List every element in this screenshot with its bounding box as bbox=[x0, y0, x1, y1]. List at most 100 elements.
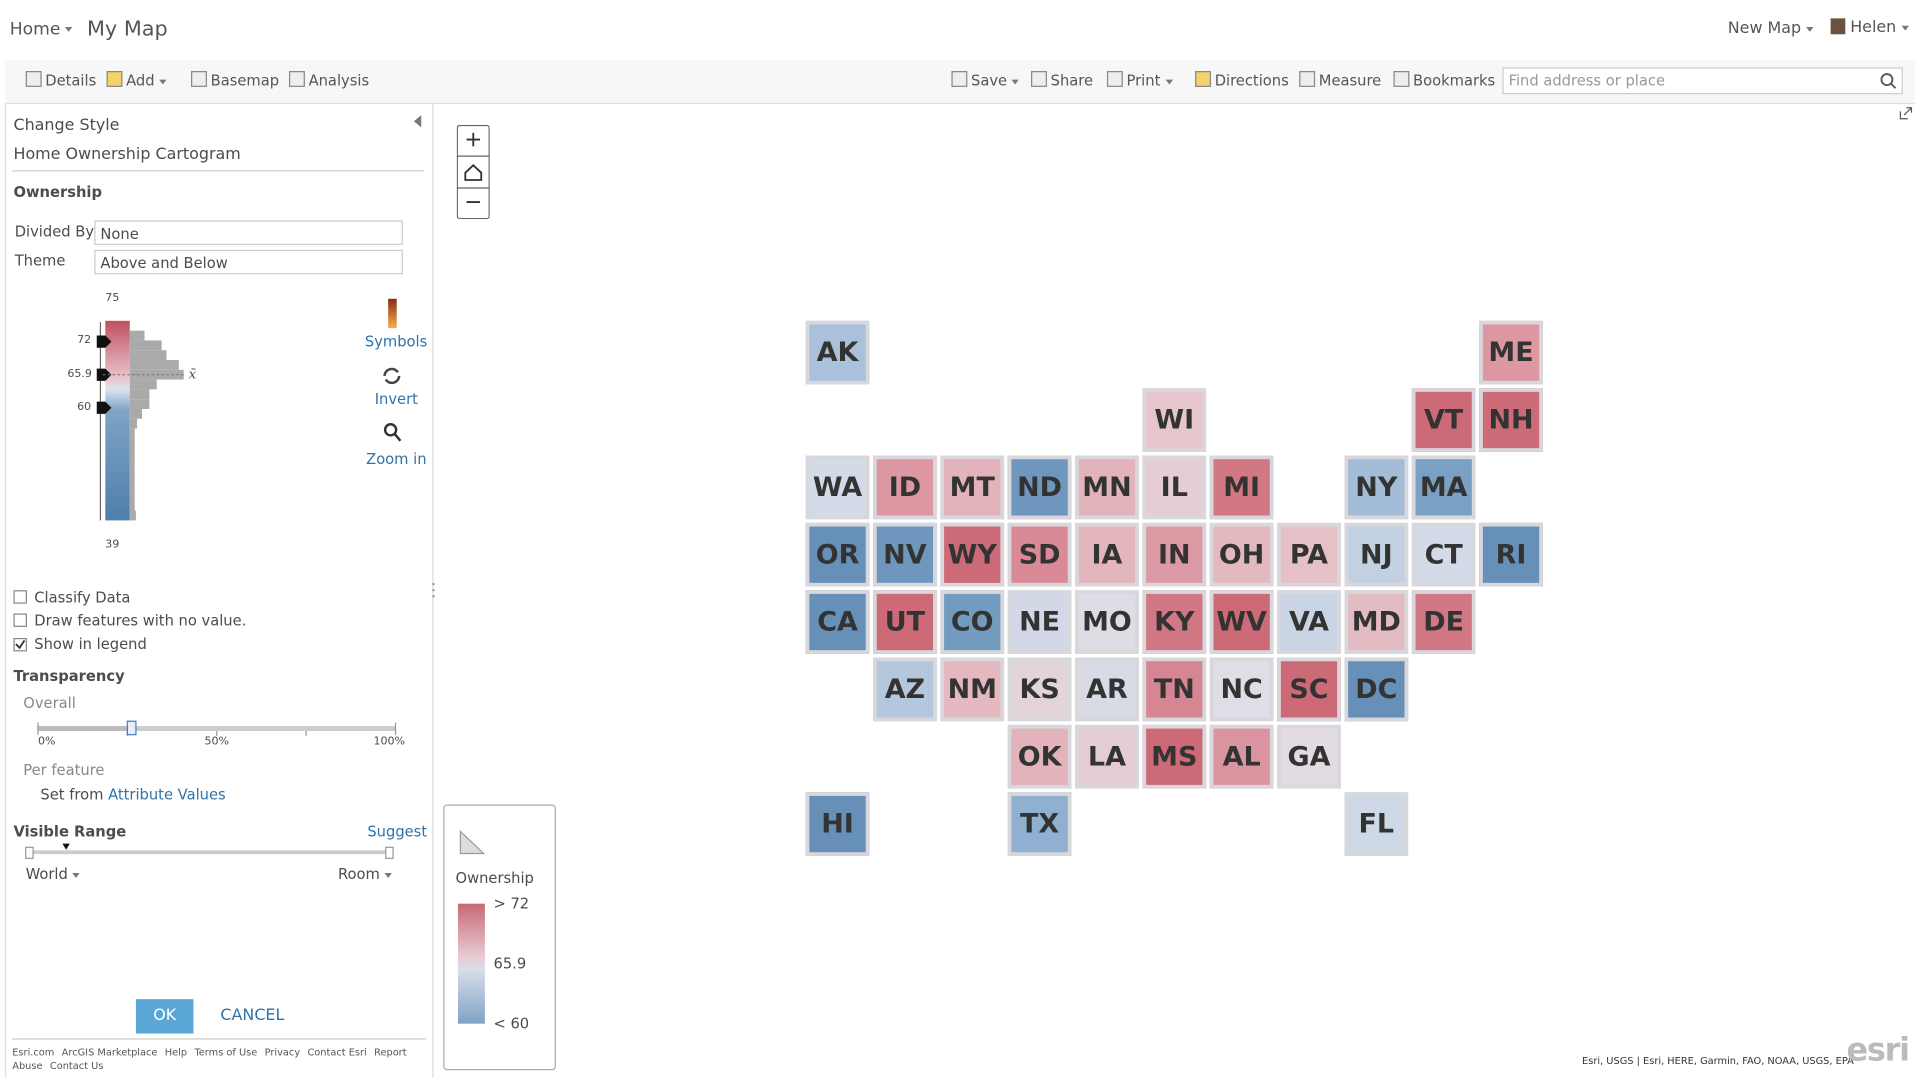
state-tile[interactable]: NH bbox=[1479, 388, 1543, 452]
state-tile[interactable]: NY bbox=[1344, 455, 1409, 520]
state-tile[interactable]: VA bbox=[1277, 590, 1341, 654]
state-label: MI bbox=[1223, 472, 1261, 503]
checkbox-label: Show in legend bbox=[34, 635, 147, 653]
state-tile[interactable]: SC bbox=[1277, 657, 1341, 722]
state-tile[interactable]: MA bbox=[1411, 455, 1476, 520]
state-tile[interactable]: WY bbox=[940, 522, 1005, 587]
state-tile[interactable]: DC bbox=[1344, 657, 1409, 722]
toolbar-button[interactable]: Details bbox=[25, 71, 96, 89]
footer-link[interactable]: Contact Us bbox=[49, 1060, 104, 1072]
slider-handle[interactable] bbox=[25, 846, 34, 859]
tool-button[interactable]: Invert bbox=[374, 390, 418, 408]
state-tile[interactable]: AZ bbox=[873, 657, 937, 722]
state-tile[interactable]: CO bbox=[940, 590, 1005, 654]
suggest-link[interactable]: Suggest bbox=[367, 822, 428, 840]
tool-button[interactable]: Symbols bbox=[364, 333, 428, 351]
state-tile[interactable]: AK bbox=[805, 320, 870, 385]
footer-link[interactable]: Report Abuse bbox=[12, 1046, 407, 1072]
scale-dropdown[interactable]: World bbox=[26, 866, 81, 883]
expand-icon[interactable] bbox=[1898, 107, 1913, 122]
checkbox[interactable] bbox=[13, 590, 27, 604]
toolbar-button[interactable]: Measure bbox=[1299, 71, 1381, 89]
dropdown[interactable]: None bbox=[94, 220, 403, 245]
state-tile[interactable]: GA bbox=[1277, 724, 1341, 789]
state-tile[interactable]: LA bbox=[1075, 724, 1139, 789]
state-tile[interactable]: WV bbox=[1209, 590, 1274, 654]
state-tile[interactable]: ND bbox=[1007, 455, 1072, 520]
footer-link[interactable]: Contact Esri bbox=[307, 1046, 367, 1058]
state-tile[interactable]: AL bbox=[1209, 724, 1274, 789]
state-tile[interactable]: CA bbox=[805, 590, 870, 654]
footer-link[interactable]: ArcGIS Marketplace bbox=[61, 1046, 158, 1058]
state-tile[interactable]: AR bbox=[1075, 657, 1139, 722]
footer-link[interactable]: Terms of Use bbox=[194, 1046, 258, 1058]
new-map-menu[interactable]: New Map bbox=[1728, 20, 1814, 38]
checkbox[interactable] bbox=[13, 613, 27, 627]
state-tile[interactable]: TX bbox=[1007, 792, 1072, 856]
state-tile[interactable]: ME bbox=[1479, 320, 1543, 385]
toolbar-button[interactable]: Share bbox=[1031, 71, 1093, 89]
state-tile[interactable]: MO bbox=[1075, 590, 1139, 654]
state-tile[interactable]: FL bbox=[1344, 792, 1409, 856]
toolbar-button[interactable]: Basemap bbox=[191, 71, 279, 89]
toolbar-button[interactable]: Analysis bbox=[288, 71, 369, 89]
toolbar-button[interactable]: Directions bbox=[1195, 71, 1289, 89]
divider bbox=[12, 170, 424, 172]
state-tile[interactable]: SD bbox=[1007, 522, 1072, 587]
ok-button[interactable]: OK bbox=[135, 999, 194, 1034]
caret bbox=[1901, 25, 1909, 30]
state-tile[interactable]: KS bbox=[1007, 657, 1072, 722]
scale-dropdown[interactable]: Room bbox=[338, 866, 393, 883]
footer-link[interactable]: Esri.com bbox=[12, 1046, 55, 1058]
state-tile[interactable]: NV bbox=[873, 522, 937, 587]
g bbox=[432, 582, 435, 598]
state-tile[interactable]: CT bbox=[1411, 522, 1476, 587]
state-tile[interactable]: MT bbox=[940, 455, 1005, 520]
state-tile[interactable]: NJ bbox=[1344, 522, 1409, 587]
state-label: GA bbox=[1287, 741, 1331, 773]
state-tile[interactable]: IN bbox=[1142, 522, 1207, 587]
footer-link[interactable]: Help bbox=[164, 1046, 188, 1058]
state-tile[interactable]: NC bbox=[1209, 657, 1274, 722]
state-tile[interactable]: NE bbox=[1007, 590, 1072, 654]
toolbar-button[interactable]: Bookmarks bbox=[1393, 71, 1495, 89]
state-tile[interactable]: UT bbox=[873, 590, 937, 654]
state-tile[interactable]: PA bbox=[1277, 522, 1341, 587]
state-tile[interactable]: MS bbox=[1142, 724, 1207, 789]
checkbox[interactable] bbox=[13, 637, 27, 652]
state-tile[interactable]: WA bbox=[805, 455, 870, 520]
state-tile[interactable]: TN bbox=[1142, 657, 1207, 722]
state-tile[interactable]: HI bbox=[805, 792, 870, 856]
user-menu[interactable]: Helen bbox=[1830, 18, 1909, 37]
state-tile[interactable]: OR bbox=[805, 522, 870, 587]
toolbar-button[interactable]: Add bbox=[106, 71, 167, 89]
state-tile[interactable]: MI bbox=[1209, 455, 1274, 520]
state-tile[interactable]: ID bbox=[873, 455, 937, 520]
checkbox-label: Draw features with no value. bbox=[34, 612, 247, 630]
state-tile[interactable]: IA bbox=[1075, 522, 1139, 587]
state-tile[interactable]: RI bbox=[1479, 522, 1543, 587]
zoom-controls[interactable] bbox=[456, 124, 490, 220]
footer-link[interactable]: Privacy bbox=[264, 1046, 301, 1058]
toolbar-button[interactable]: Save bbox=[951, 71, 1020, 89]
toolbar-button[interactable]: Print bbox=[1106, 71, 1173, 89]
state-tile[interactable]: OH bbox=[1209, 522, 1274, 587]
state-tile[interactable]: NM bbox=[940, 657, 1005, 722]
home-menu[interactable]: Home bbox=[10, 20, 73, 39]
state-tile[interactable]: MD bbox=[1344, 590, 1409, 654]
cancel-button[interactable]: CANCEL bbox=[220, 1006, 285, 1025]
state-tile[interactable]: DE bbox=[1411, 590, 1476, 654]
slider-handle[interactable] bbox=[126, 720, 137, 736]
link[interactable]: Attribute Values bbox=[108, 786, 226, 804]
state-tile[interactable]: VT bbox=[1411, 388, 1476, 452]
tool-button[interactable]: Zoom in bbox=[366, 450, 427, 468]
state-tile[interactable]: KY bbox=[1142, 590, 1207, 654]
slider-handle[interactable] bbox=[385, 846, 394, 859]
dropdown[interactable]: Above and Below bbox=[94, 249, 403, 275]
state-tile[interactable]: WI bbox=[1142, 388, 1207, 452]
search-box[interactable]: Find address or place bbox=[1502, 67, 1903, 95]
ico bbox=[1031, 71, 1047, 87]
state-tile[interactable]: MN bbox=[1075, 455, 1139, 520]
state-tile[interactable]: OK bbox=[1007, 724, 1072, 789]
state-tile[interactable]: IL bbox=[1142, 455, 1207, 520]
